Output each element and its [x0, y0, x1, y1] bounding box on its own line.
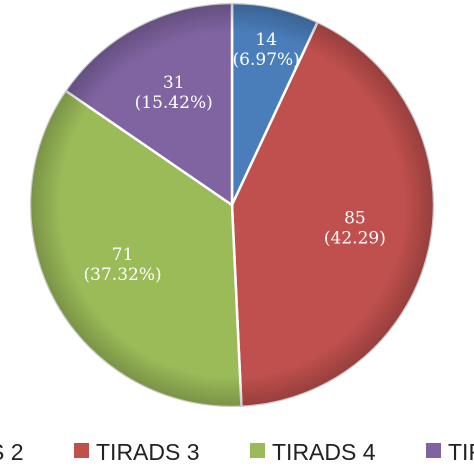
- slice-label-tirads-4: 71 (37.32%): [84, 245, 162, 285]
- slice-value-label: 85: [344, 208, 366, 228]
- slice-label-tirads-3: 85 (42.29): [324, 208, 386, 248]
- legend-label-tirads-2: TIRADS 2: [0, 439, 24, 465]
- slice-value-label: 14: [255, 30, 277, 50]
- slice-percent-label: (42.29): [324, 228, 386, 248]
- legend-label-tirads-3: TIRADS 3: [96, 439, 200, 465]
- slice-percent-label: (37.32%): [84, 265, 162, 285]
- slice-label-tirads-5: 31 (15.42%): [135, 73, 213, 113]
- legend-swatch-tirads-4: [250, 443, 265, 458]
- slice-labels: 14 (6.97%) 85 (42.29) 71 (37.32%) 31 (15.42%): [84, 30, 386, 285]
- slice-value-label: 31: [163, 73, 185, 93]
- slice-label-tirads-2: 14 (6.97%): [233, 30, 300, 70]
- slice-value-label: 71: [112, 245, 134, 265]
- legend-label-tirads-4: TIRADS 4: [272, 439, 376, 465]
- slice-percent-label: (6.97%): [233, 50, 300, 70]
- legend: TIRADS 2 TIRADS 3 TIRADS 4 TIRADS 5: [0, 439, 474, 465]
- legend-swatch-tirads-5: [426, 443, 441, 458]
- slice-percent-label: (15.42%): [135, 93, 213, 113]
- legend-swatch-tirads-3: [74, 443, 89, 458]
- legend-label-tirads-5: TIRADS 5: [448, 439, 474, 465]
